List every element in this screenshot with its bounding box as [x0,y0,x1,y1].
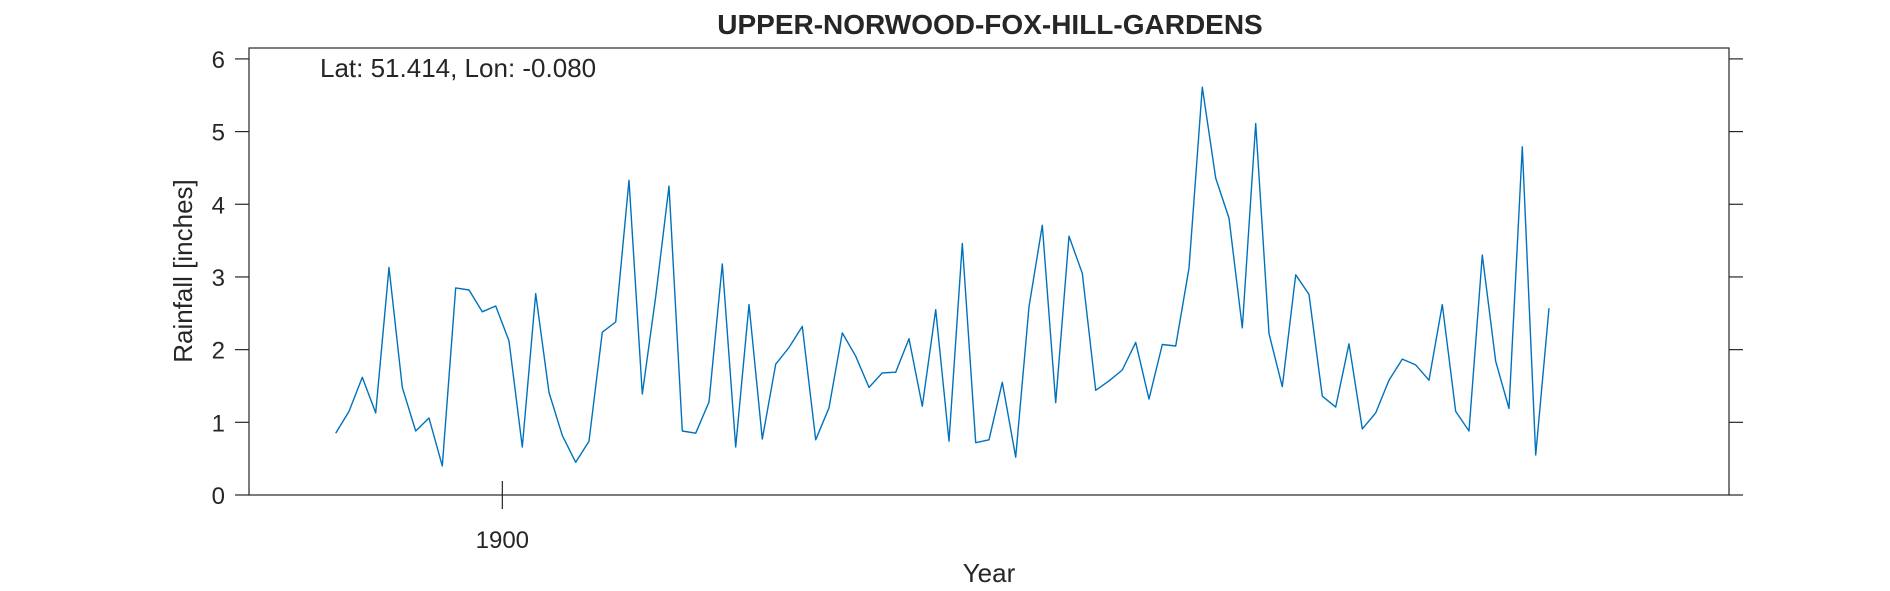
y-tick-label: 5 [212,120,225,147]
y-tick-label: 2 [212,338,225,365]
y-axis-label: Rainfall [inches] [168,179,198,363]
y-tick-label: 3 [212,265,225,292]
x-axis-label: Year [963,558,1016,588]
y-tick-label: 4 [212,192,225,219]
x-tick-label: 1900 [476,527,529,554]
series-line [335,86,1550,467]
location-annotation: Lat: 51.414, Lon: -0.080 [320,53,596,83]
x-axis: 1900 [476,481,529,554]
chart-title: UPPER-NORWOOD-FOX-HILL-GARDENS [717,9,1262,40]
plot-area-frame [248,47,1730,496]
y-axis: 0 1 2 3 4 5 6 [212,47,1743,510]
y-tick-label: 1 [212,410,225,437]
y-tick-label: 6 [212,47,225,74]
y-tick-label: 0 [212,483,225,510]
